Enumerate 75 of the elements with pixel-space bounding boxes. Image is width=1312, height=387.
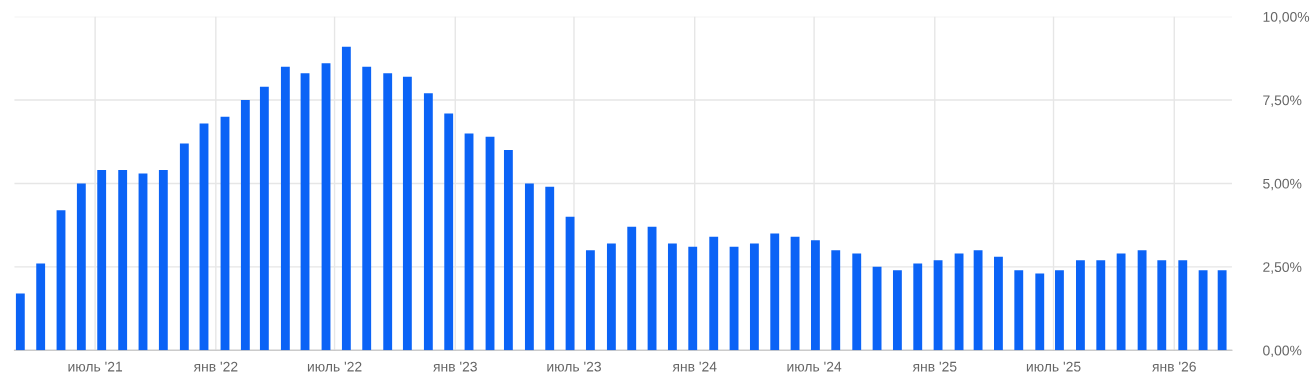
- bar: [503, 150, 513, 351]
- bar: [56, 210, 66, 351]
- y-tick-label: 0,00%: [1263, 345, 1302, 358]
- bar: [852, 253, 862, 351]
- bar: [1014, 270, 1024, 351]
- x-tick-label: июль '22: [307, 361, 362, 372]
- bar: [97, 170, 107, 351]
- bar: [913, 263, 923, 351]
- bar: [15, 293, 25, 351]
- bar: [872, 266, 882, 351]
- bar: [627, 226, 637, 351]
- x-tick-label: янв '26: [1152, 361, 1196, 372]
- bar: [199, 123, 209, 351]
- bar: [240, 100, 250, 351]
- x-tick-label: июль '23: [547, 361, 601, 372]
- bar: [1096, 260, 1106, 351]
- bar: [444, 113, 454, 351]
- bar: [36, 263, 46, 351]
- y-tick-label: 2,50%: [1263, 262, 1302, 274]
- bar: [954, 253, 964, 351]
- bar: [1217, 270, 1227, 351]
- bar: [280, 66, 290, 351]
- bar: [647, 226, 657, 351]
- bar: [810, 240, 820, 351]
- bar: [321, 63, 331, 351]
- bar: [790, 236, 800, 351]
- bar: [158, 170, 168, 351]
- x-tick-label: янв '24: [672, 361, 717, 372]
- bar: [1035, 273, 1045, 351]
- bar: [220, 116, 230, 351]
- y-tick-label: 7,50%: [1263, 95, 1302, 107]
- x-tick-label: янв '22: [193, 361, 238, 372]
- bar: [524, 183, 534, 351]
- bar: [709, 236, 719, 351]
- x-tick-label: июль '21: [68, 361, 123, 372]
- bar: [300, 73, 310, 351]
- bar: [179, 143, 189, 351]
- bar: [402, 76, 412, 351]
- y-tick-label: 5,00%: [1263, 178, 1302, 191]
- bar: [973, 250, 983, 351]
- bar: [259, 86, 269, 351]
- x-tick-label: янв '25: [912, 361, 957, 372]
- bar: [585, 250, 595, 351]
- bar: [1137, 250, 1147, 351]
- bar: [1076, 260, 1085, 351]
- bar: [485, 136, 495, 351]
- bar: [362, 66, 372, 351]
- bar: [606, 243, 616, 351]
- bar: [76, 183, 86, 351]
- bar: [138, 173, 148, 351]
- bar: [994, 256, 1003, 351]
- bar: [118, 170, 128, 351]
- bar: [565, 216, 575, 351]
- bar: [341, 46, 351, 351]
- bar: [1116, 253, 1126, 351]
- bar: [1178, 260, 1188, 351]
- x-tick-label: июль '25: [1026, 361, 1081, 372]
- bar: [383, 73, 393, 351]
- x-tick-label: июль '24: [787, 361, 842, 372]
- bar: [892, 270, 902, 351]
- bar: [667, 243, 677, 351]
- y-tick-label: 10,00%: [1263, 11, 1310, 24]
- bar: [464, 133, 474, 351]
- bar: [1198, 270, 1208, 351]
- bar: [545, 186, 555, 351]
- x-tick-label: янв '23: [433, 361, 477, 372]
- bar: [749, 243, 759, 351]
- bar: [933, 260, 943, 351]
- bar: [423, 93, 433, 351]
- bar: [1055, 270, 1064, 351]
- bar: [831, 250, 841, 351]
- bar: [770, 233, 780, 351]
- bar: [1157, 260, 1167, 351]
- bar: [688, 246, 698, 351]
- bar: [729, 246, 739, 351]
